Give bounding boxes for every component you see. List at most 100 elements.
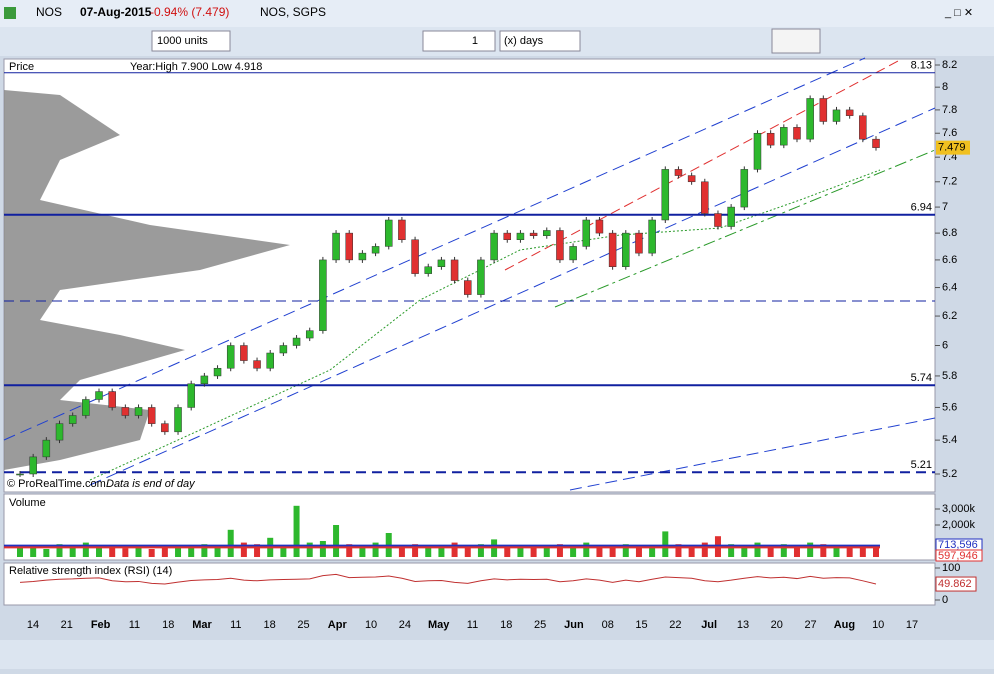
y-tick-label: 6.6	[942, 254, 957, 266]
credit: © ProRealTime.com	[7, 478, 106, 490]
volume-bar	[82, 542, 89, 557]
bottom-bar	[0, 640, 994, 669]
units-select[interactable]	[151, 30, 231, 52]
volume-bar	[649, 545, 656, 557]
candle	[622, 232, 630, 267]
candle	[147, 407, 156, 424]
period: (x) days	[504, 35, 544, 47]
candle	[266, 352, 274, 369]
x-tick-label: 21	[61, 619, 73, 631]
y-tick-label: 8	[942, 81, 948, 93]
candle	[213, 367, 222, 377]
volume-bar	[293, 505, 300, 557]
date: 07-Aug-2015	[80, 5, 152, 19]
title-bar	[0, 0, 994, 27]
volume-bar	[596, 545, 603, 557]
count-input[interactable]	[422, 30, 496, 52]
volume-bar	[280, 547, 287, 557]
minimize[interactable]: _ □ ✕	[944, 7, 973, 19]
volume-bar	[570, 547, 577, 557]
x-tick-label: Mar	[192, 619, 212, 631]
candle	[437, 259, 446, 267]
volume-bar	[556, 544, 563, 557]
volume-bar	[662, 531, 669, 557]
candle	[345, 232, 353, 261]
volume-bar	[161, 545, 168, 557]
candle	[174, 407, 182, 433]
candle	[95, 391, 103, 400]
chart-type-button[interactable]	[771, 28, 821, 54]
volume-bar	[135, 546, 142, 557]
y-tick-label: 6.2	[942, 310, 957, 322]
candle	[253, 360, 261, 369]
volume-bar	[780, 544, 787, 557]
volume-bar	[346, 544, 353, 557]
volume-bar	[30, 545, 37, 557]
volume-bar	[96, 545, 103, 557]
candle	[305, 330, 314, 339]
candle	[424, 266, 432, 274]
volume-bar	[464, 545, 471, 557]
volume-bar	[530, 546, 537, 557]
volume-bar	[214, 545, 221, 557]
volume-bar	[728, 544, 735, 557]
rsi-last-box	[935, 576, 977, 592]
candle	[161, 423, 169, 433]
volume-bar	[820, 544, 827, 557]
volume-bar	[701, 542, 708, 557]
candle	[556, 230, 564, 261]
x-tick-label: 14	[27, 619, 39, 631]
candle	[411, 239, 419, 274]
candle	[477, 259, 485, 295]
volume-bar	[767, 545, 774, 557]
candle	[503, 232, 512, 240]
x-tick-label: 10	[872, 619, 884, 631]
y-tick-label: 6.8	[942, 227, 957, 239]
candle	[806, 98, 814, 140]
change: -0.94% (7.479)	[150, 5, 229, 19]
candle	[134, 407, 143, 416]
volume-title: Volume	[9, 497, 46, 509]
candle	[727, 206, 735, 227]
volume-bar	[846, 546, 853, 557]
y-tick-label: 7	[942, 201, 948, 213]
volume-bar	[741, 545, 748, 557]
units: 1000 units	[157, 35, 208, 47]
volume-bar	[359, 545, 366, 557]
candle	[42, 439, 51, 458]
last-price: 7.479	[938, 142, 966, 154]
candle	[108, 391, 116, 408]
x-tick-label: 11	[230, 619, 241, 631]
volume-bar	[188, 545, 195, 557]
candle	[543, 230, 551, 237]
trend-line	[569, 417, 936, 491]
app-icon	[4, 7, 16, 19]
volume-bar	[201, 544, 208, 557]
candle	[674, 169, 683, 176]
y-tick-label: 5.2	[942, 468, 957, 480]
x-tick-label: 22	[669, 619, 681, 631]
volume-bar	[109, 547, 116, 557]
y-tick-label: 5.6	[942, 401, 957, 413]
candle	[292, 337, 301, 346]
volume-bar	[69, 546, 76, 557]
volume-bar	[17, 547, 23, 557]
x-tick-label: May	[428, 619, 450, 631]
period-select[interactable]	[499, 30, 581, 52]
x-tick-label: 18	[500, 619, 512, 631]
candle	[780, 127, 788, 146]
candle	[490, 232, 498, 261]
candle	[384, 219, 393, 247]
candle	[701, 181, 709, 214]
x-tick-label: 24	[399, 619, 411, 631]
y-tick-label: 7.8	[942, 104, 957, 116]
x-tick-label: 25	[534, 619, 546, 631]
candle	[187, 383, 195, 408]
count: 1	[472, 35, 478, 47]
volume-bar	[227, 529, 234, 557]
x-tick-label: Apr	[328, 619, 348, 631]
x-tick-label: 11	[129, 619, 140, 631]
trend-line	[89, 107, 936, 486]
volume-bar	[43, 549, 50, 557]
y-tick-label: 6	[942, 339, 948, 351]
